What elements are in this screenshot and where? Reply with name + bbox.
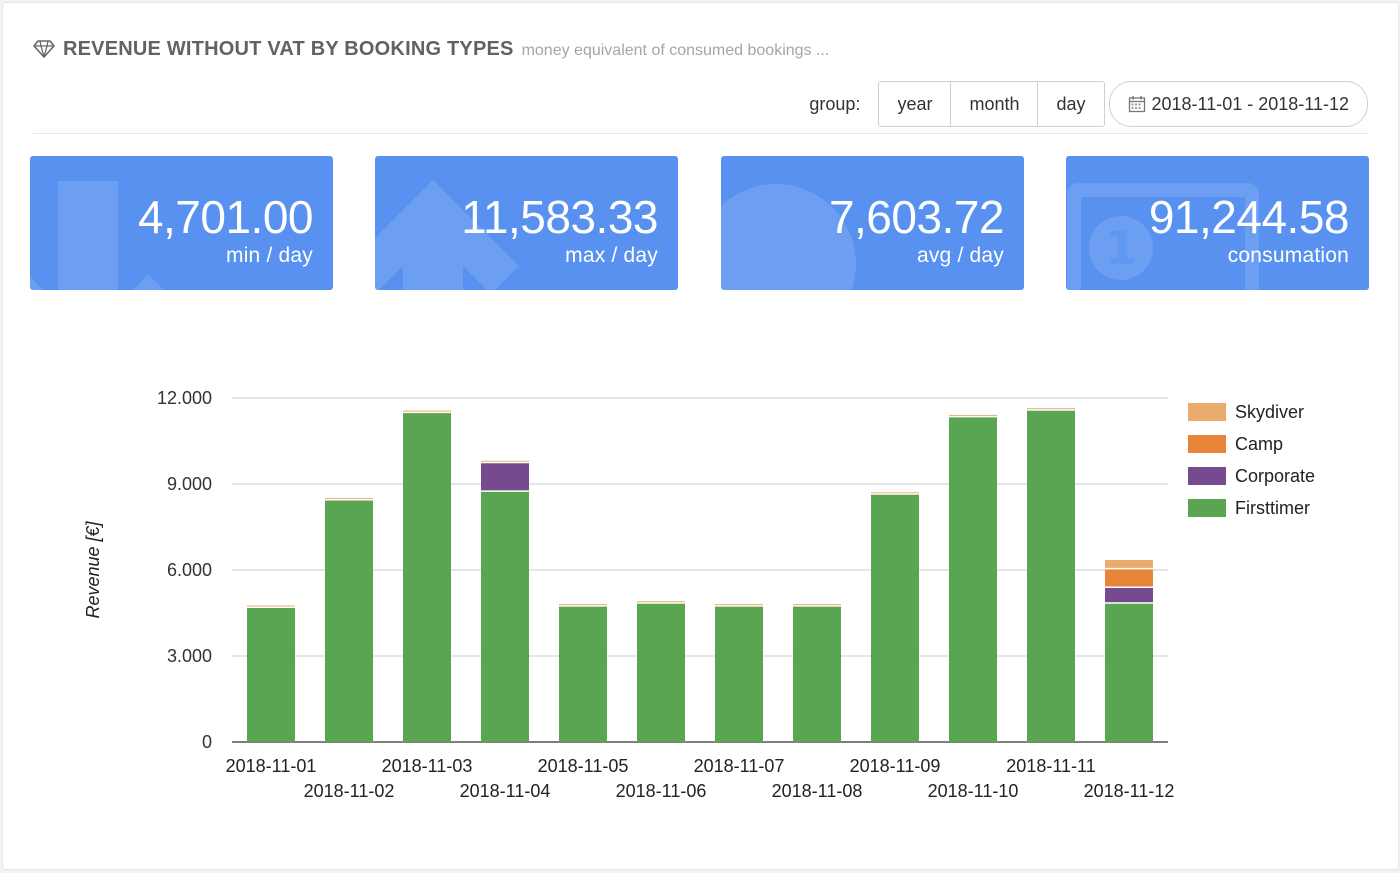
legend-item-firsttimer[interactable]: Firsttimer [1188,492,1315,524]
stat-avg-per-day: 7,603.72 avg / day [721,156,1024,290]
legend-label: Corporate [1235,465,1316,486]
legend-label: Skydiver [1235,401,1305,422]
bar-segment-firsttimer [247,607,295,742]
legend-item-corporate[interactable]: Corporate [1188,460,1315,492]
bar-segment-corporate [481,462,529,492]
calendar-icon [1128,96,1145,113]
group-day-button[interactable]: day [1038,82,1104,126]
stat-label: min / day [226,244,313,267]
legend-item-skydiver[interactable]: Skydiver [1188,396,1315,428]
header-divider [33,133,1368,134]
y-axis-label: Revenue [€] [83,520,103,618]
bar-segment-firsttimer [949,416,997,742]
x-tick-label: 2018-11-10 [928,781,1019,801]
toolbar: group: year month day 2018-11-01 - 2018-… [809,81,1368,127]
legend-swatch [1188,467,1226,485]
bar-segment-skydiver [1027,408,1075,410]
bar-segment-firsttimer [1027,409,1075,742]
money-bill-icon: 1 [1067,183,1259,290]
bar-segment-skydiver [871,492,919,495]
page-subtitle: money equivalent of consumed bookings ..… [521,41,830,59]
x-tick-label: 2018-11-11 [1006,756,1095,776]
bar-segment-skydiver [325,498,373,500]
x-tick-label: 2018-11-05 [538,756,629,776]
x-tick-label: 2018-11-08 [772,781,863,801]
stats-row: 4,701.00 min / day 11,583.33 max / day 7… [30,156,1369,290]
bar-segment-skydiver [247,605,295,608]
stat-value: 7,603.72 [828,191,1005,243]
bar-segment-firsttimer [325,499,373,742]
bar-segment-camp [1105,568,1153,588]
bar-segment-firsttimer [871,494,919,742]
bar-segment-skydiver [793,604,841,606]
bar-segment-corporate [1105,587,1153,603]
bar-segment-skydiver [1105,559,1153,569]
group-month-button[interactable]: month [951,82,1039,126]
page-title: REVENUE WITHOUT VAT BY BOOKING TYPES [63,37,514,60]
y-tick-label: 9.000 [167,474,212,494]
legend-swatch [1188,435,1226,453]
bar-segment-skydiver [715,604,763,606]
bar-segment-firsttimer [559,605,607,742]
bar-segment-skydiver [403,410,451,413]
group-year-button[interactable]: year [879,82,952,126]
stat-max-per-day: 11,583.33 max / day [375,156,678,290]
x-tick-label: 2018-11-04 [460,781,551,801]
diamond-icon [33,40,55,58]
stat-value: 4,701.00 [137,191,314,243]
bar-segment-skydiver [637,601,685,603]
stat-label: consumation [1227,244,1349,267]
date-range-picker[interactable]: 2018-11-01 - 2018-11-12 [1108,81,1368,127]
bar-segment-firsttimer [481,491,529,742]
x-tick-label: 2018-11-12 [1084,781,1175,801]
y-tick-label: 6.000 [167,560,212,580]
bar-segment-skydiver [559,604,607,606]
bar-segment-firsttimer [403,412,451,742]
x-tick-label: 2018-11-06 [616,781,707,801]
bar-segment-firsttimer [637,602,685,742]
stat-min-per-day: 4,701.00 min / day [30,156,333,290]
svg-text:1: 1 [1105,221,1137,275]
x-tick-label: 2018-11-09 [850,756,941,776]
stat-value: 11,583.33 [461,191,658,243]
date-range-value: 2018-11-01 - 2018-11-12 [1151,93,1349,114]
legend-label: Firsttimer [1235,497,1310,518]
y-tick-label: 3.000 [167,646,212,666]
legend-item-camp[interactable]: Camp [1188,428,1315,460]
bar-segment-skydiver [481,460,529,463]
circle-icon [721,184,856,290]
bar-segment-firsttimer [793,605,841,742]
legend-swatch [1188,403,1226,421]
stat-consumation: 1 91,244.58 consumation [1066,156,1369,290]
x-tick-label: 2018-11-01 [226,756,317,776]
x-tick-label: 2018-11-03 [382,756,473,776]
legend-swatch [1188,499,1226,517]
revenue-bar-chart: 0 3.000 6.000 9.000 12.000 Revenue [€] 2018-11… [83,388,1175,801]
bar-segment-skydiver [949,414,997,417]
panel-header: REVENUE WITHOUT VAT BY BOOKING TYPES mon… [33,36,829,62]
bar-segment-firsttimer [715,605,763,742]
stat-value: 91,244.58 [1148,191,1350,243]
arrow-down-icon [30,181,164,290]
x-tick-label: 2018-11-07 [694,756,785,776]
group-label: group: [809,93,861,114]
stat-label: max / day [565,244,658,267]
arrow-up-icon [375,180,519,290]
stat-label: avg / day [916,244,1004,267]
chart-legend: Skydiver Camp Corporate Firsttimer [1188,396,1315,524]
group-button-group: year month day [878,81,1105,127]
bar-segment-firsttimer [1105,602,1153,742]
x-tick-label: 2018-11-02 [304,781,395,801]
y-tick-label: 0 [202,732,212,752]
legend-label: Camp [1235,433,1284,454]
y-tick-label: 12.000 [157,388,212,408]
